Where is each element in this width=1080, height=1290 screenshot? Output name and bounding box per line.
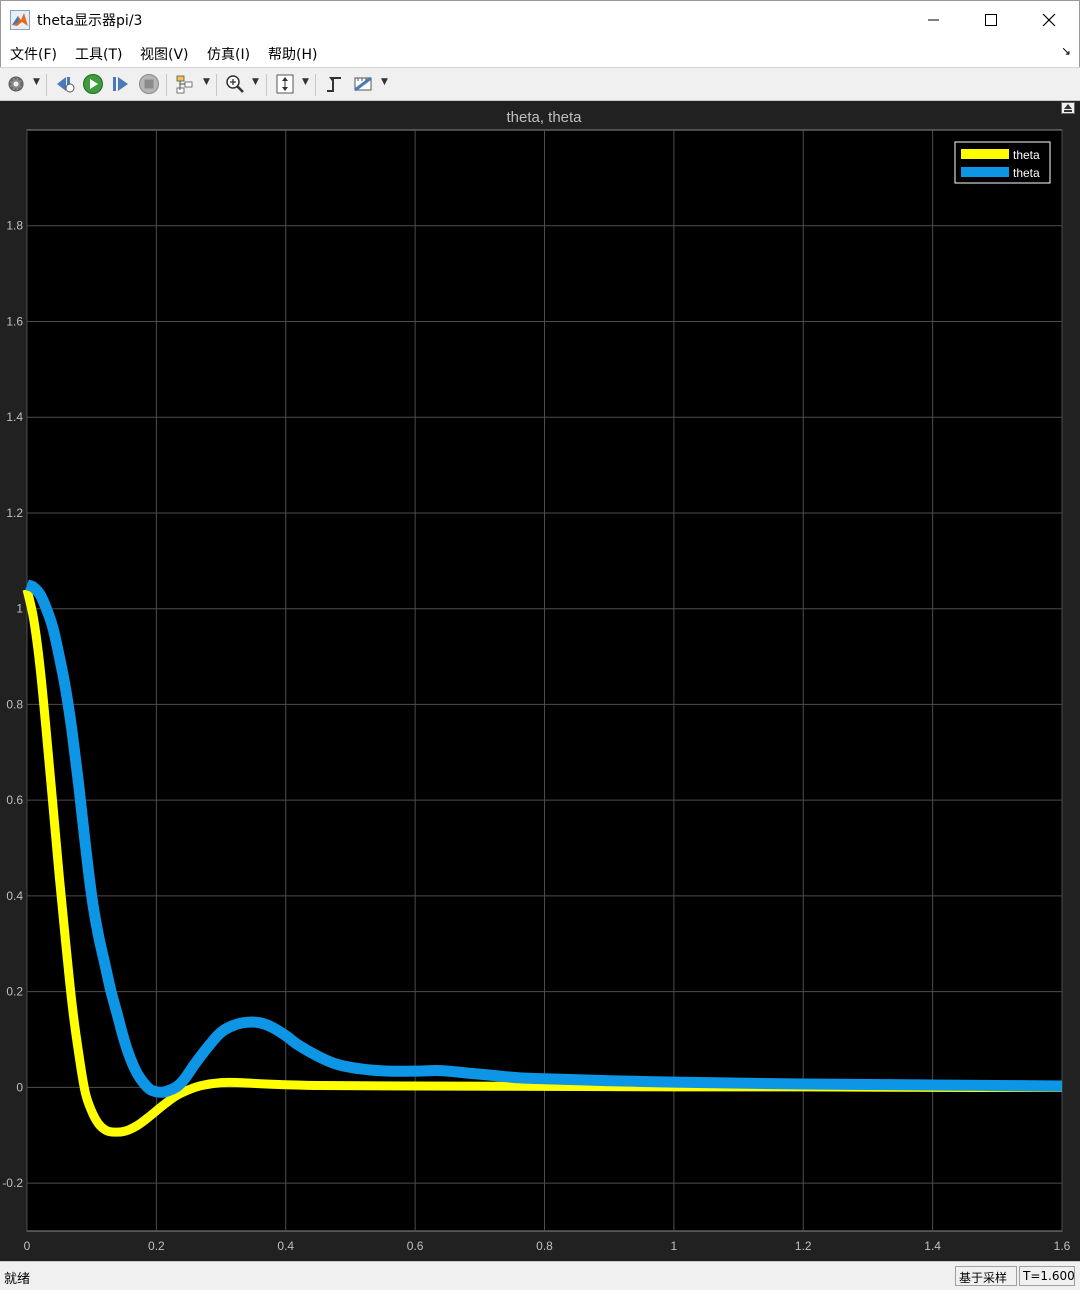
scale-dropdown-icon[interactable]: ▼: [302, 77, 309, 87]
y-tick-label: 0.8: [6, 697, 23, 711]
x-tick-label: 1: [671, 1239, 678, 1253]
menu-expand-icon[interactable]: ↘: [1060, 44, 1071, 58]
y-tick-label: 1: [16, 602, 23, 616]
toolbar-separator: [315, 74, 316, 96]
run-button[interactable]: [82, 73, 104, 95]
legend-label-1: theta: [1013, 148, 1040, 162]
scope-display: 0 0.2 0.4 0.6 0.8 1 1.2 1.4 1.6 -0.2 0 0.2 0.4 0.6 0.8…: [0, 101, 1080, 1261]
title-bar: theta显示器pi/3: [0, 0, 1080, 38]
highlight-block-icon: [176, 75, 193, 94]
scale-axes-icon: [276, 74, 294, 94]
x-tick-label: 1.2: [795, 1239, 812, 1253]
x-tick-label: 1.6: [1054, 1239, 1071, 1253]
tick-labels: 0 0.2 0.4 0.6 0.8 1 1.2 1.4 1.6 -0.2 0 0.2 0.4 0.6 0.8…: [2, 219, 1070, 1253]
x-tick-label: 0: [24, 1239, 31, 1253]
matlab-icon: [10, 10, 30, 30]
legend[interactable]: theta theta: [954, 141, 1051, 184]
status-bar: 就绪 基于采样 T=1.600: [0, 1261, 1080, 1290]
y-tick-label: -0.2: [2, 1176, 23, 1190]
x-tick-label: 1.4: [924, 1239, 941, 1253]
y-tick-label: 0.6: [6, 793, 23, 807]
series-lines: [22, 579, 1063, 1137]
maximize-button[interactable]: [968, 1, 1014, 39]
x-tick-label: 0.4: [277, 1239, 294, 1253]
step-forward-button[interactable]: [110, 73, 132, 95]
toolbar-separator: [266, 74, 267, 96]
toolbar-separator: [216, 74, 217, 96]
legend-label-2: theta: [1013, 166, 1040, 180]
plot-area[interactable]: 0 0.2 0.4 0.6 0.8 1 1.2 1.4 1.6 -0.2 0 0.2 0.4 0.6 0.8…: [0, 101, 1080, 1261]
measurements-dropdown-icon[interactable]: ▼: [381, 77, 388, 87]
step-back-button[interactable]: [54, 73, 76, 95]
y-tick-label: 0.2: [6, 985, 23, 999]
settings-gear-icon: [8, 76, 24, 92]
series-line-1: [22, 588, 1063, 1137]
status-text: 就绪: [4, 1272, 31, 1287]
step-back-icon: [57, 77, 75, 93]
run-icon: [83, 74, 103, 94]
toolbar-separator: [166, 74, 167, 96]
status-sim-time: T=1.600: [1019, 1266, 1075, 1286]
highlight-block-button[interactable]: [174, 73, 196, 95]
x-tick-label: 0.6: [407, 1239, 424, 1253]
menu-tools[interactable]: 工具(T): [75, 47, 123, 63]
y-tick-label: 1.4: [6, 410, 23, 424]
stop-button[interactable]: [138, 73, 160, 95]
y-tick-label: 0: [16, 1080, 23, 1094]
scale-axes-button[interactable]: [274, 73, 296, 95]
zoom-in-icon: [226, 75, 244, 93]
toolbar: ▼ ▼: [0, 67, 1080, 101]
y-tick-label: 1.2: [6, 506, 23, 520]
measurements-button[interactable]: [352, 73, 374, 95]
x-tick-label: 0.2: [148, 1239, 165, 1253]
maximize-icon: [985, 14, 997, 26]
settings-dropdown-icon[interactable]: ▼: [33, 77, 40, 87]
undock-icon[interactable]: [1061, 102, 1075, 114]
close-icon: [1042, 13, 1056, 27]
zoom-dropdown-icon[interactable]: ▼: [252, 77, 259, 87]
zoom-in-button[interactable]: [224, 73, 246, 95]
triggers-button[interactable]: [323, 73, 345, 95]
menu-help[interactable]: 帮助(H): [268, 47, 318, 63]
step-forward-icon: [113, 77, 128, 91]
y-tick-label: 1.8: [6, 219, 23, 233]
y-tick-label: 0.4: [6, 889, 23, 903]
minimize-button[interactable]: [911, 1, 957, 39]
window-title: theta显示器pi/3: [37, 13, 143, 29]
close-button[interactable]: [1026, 1, 1072, 39]
series-line-2: [25, 579, 1063, 1098]
toolbar-separator: [46, 74, 47, 96]
settings-button[interactable]: [5, 73, 27, 95]
menu-file[interactable]: 文件(F): [10, 47, 57, 63]
plot-title: theta, theta: [506, 109, 582, 126]
menu-simulation[interactable]: 仿真(I): [207, 47, 251, 63]
highlight-dropdown-icon[interactable]: ▼: [203, 77, 210, 87]
stop-icon: [139, 74, 159, 94]
minimize-icon: [928, 19, 939, 21]
measurements-icon: [354, 76, 372, 92]
x-tick-label: 0.8: [536, 1239, 553, 1253]
menu-view[interactable]: 视图(V): [140, 47, 189, 63]
triggers-icon: [327, 77, 341, 92]
menu-bar: 文件(F) 工具(T) 视图(V) 仿真(I) 帮助(H) ↘: [0, 38, 1080, 67]
status-sample-mode: 基于采样: [955, 1266, 1017, 1286]
y-tick-label: 1.6: [6, 314, 23, 328]
